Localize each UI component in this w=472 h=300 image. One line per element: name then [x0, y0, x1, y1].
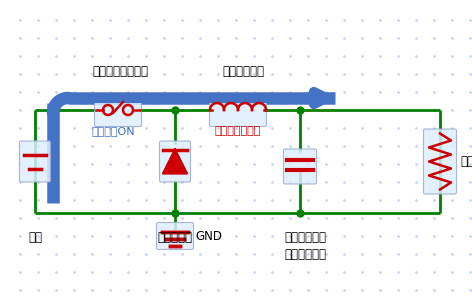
Text: インダクター: インダクター	[222, 65, 264, 78]
Text: ダイオード: ダイオード	[158, 231, 193, 244]
FancyBboxPatch shape	[284, 149, 317, 184]
Text: 電源: 電源	[28, 231, 42, 244]
FancyBboxPatch shape	[157, 223, 194, 250]
FancyBboxPatch shape	[210, 94, 267, 127]
Text: スイッチON: スイッチON	[91, 126, 135, 136]
Text: スイッチング素子: スイッチング素子	[92, 65, 148, 78]
Polygon shape	[163, 149, 187, 173]
Text: 負荷抵抗: 負荷抵抗	[460, 155, 472, 168]
FancyBboxPatch shape	[19, 141, 51, 182]
Text: GND: GND	[195, 230, 222, 242]
FancyBboxPatch shape	[94, 94, 142, 127]
FancyBboxPatch shape	[160, 141, 191, 182]
Text: エネルギー蓄積: エネルギー蓄積	[215, 126, 261, 136]
Text: コンデンサー
電圧を平滑化: コンデンサー 電圧を平滑化	[284, 231, 326, 261]
FancyBboxPatch shape	[423, 129, 456, 194]
